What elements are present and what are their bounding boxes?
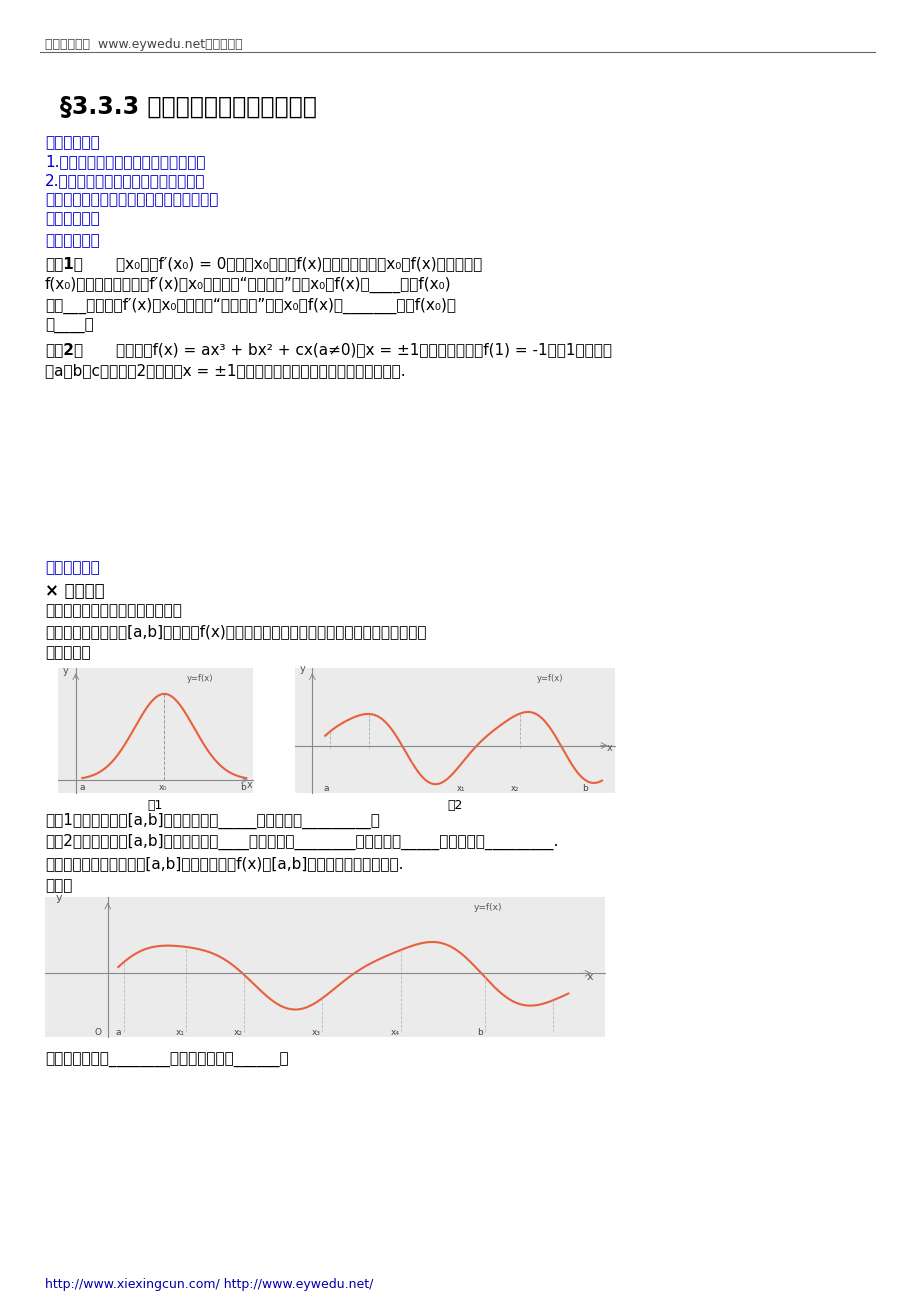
Text: 是极___值；如果f′(x)在x₀两侧满足“左负右正”，则x₀是f(x)的_______点，f(x₀)是: 是极___值；如果f′(x)在x₀两侧满足“左负右正”，则x₀是f(x)的___…	[45, 298, 456, 314]
Text: 复习1：: 复习1：	[45, 256, 83, 271]
Text: 新知：一般地，在闭区间[a,b]上连续的函数f(x)在[a,b]上必有最大値与最小値.: 新知：一般地，在闭区间[a,b]上连续的函数f(x)在[a,b]上必有最大値与最…	[45, 855, 403, 871]
Text: b: b	[476, 1029, 482, 1036]
Text: x₄: x₄	[390, 1029, 399, 1036]
Text: x: x	[586, 971, 593, 982]
Text: x₀: x₀	[159, 783, 167, 792]
Text: 复习2：: 复习2：	[45, 342, 83, 357]
Text: 二、新课导学: 二、新课导学	[45, 560, 99, 575]
Text: §3.3.3 函数的最大（小）值与导数: §3.3.3 函数的最大（小）值与导数	[60, 95, 316, 118]
Text: 在图1中，在闭区间[a,b]上的最大値是_____，最小値是_________；: 在图1中，在闭区间[a,b]上的最大値是_____，最小値是_________；	[45, 812, 380, 829]
Text: O: O	[95, 1029, 102, 1036]
Text: 数学备课大师  www.eywedu.net【全免费】: 数学备课大师 www.eywedu.net【全免费】	[45, 38, 243, 51]
Text: 探究任务一：函数的最大（小）値: 探究任务一：函数的最大（小）値	[45, 603, 182, 618]
Text: 已知函数f(x) = ax³ + bx² + cx(a≠0)在x = ±1时取得极值，且f(1) = -1，（1）试求常: 已知函数f(x) = ax³ + bx² + cx(a≠0)在x = ±1时取得…	[116, 342, 611, 357]
Text: 【重点难点】导数求函数最值的方法和步骤: 【重点难点】导数求函数最值的方法和步骤	[45, 191, 218, 207]
Text: y: y	[55, 893, 62, 902]
Text: 【学习内容】: 【学习内容】	[45, 211, 99, 227]
Text: 若x₀满足f′(x₀) = 0，且在x₀的两侧f(x)的导数异号，则x₀是f(x)的极值点，: 若x₀满足f′(x₀) = 0，且在x₀的两侧f(x)的导数异号，则x₀是f(x…	[116, 256, 482, 271]
Text: 图2: 图2	[447, 799, 462, 812]
Text: y=f(x): y=f(x)	[537, 674, 563, 684]
Text: 问题：观察在闭区间[a,b]上的函数f(x)的图象，你能找出它的极大（小）値吗？最大値，: 问题：观察在闭区间[a,b]上的函数f(x)的图象，你能找出它的极大（小）値吗？…	[45, 624, 426, 639]
Text: 最小値呜？: 最小値呜？	[45, 644, 91, 660]
Text: 数a、b、c的值；（2）试判断x = ±1时函数有极大值还是极小值，并说明理由.: 数a、b、c的值；（2）试判断x = ±1时函数有极大值还是极小值，并说明理由.	[45, 363, 405, 378]
Text: 一、课前准备: 一、课前准备	[45, 233, 99, 247]
Text: x₂: x₂	[511, 784, 519, 793]
Text: x: x	[246, 780, 252, 790]
Text: 1.理解函数的最大值和最小值的概念；: 1.理解函数的最大值和最小值的概念；	[45, 154, 205, 169]
Text: 2.掌据用导数求函数最值的方法和步骤: 2.掌据用导数求函数最值的方法和步骤	[45, 173, 205, 187]
Text: 极____值: 极____值	[45, 319, 94, 335]
Text: x: x	[606, 743, 611, 753]
Text: 试试：: 试试：	[45, 878, 73, 893]
Text: a: a	[79, 783, 85, 792]
Text: 图1: 图1	[148, 799, 163, 812]
Text: a: a	[323, 784, 328, 793]
Text: f(x₀)是极值，并且如果f′(x)在x₀两侧满足“左正右负”，则x₀是f(x)的____点，f(x₀): f(x₀)是极值，并且如果f′(x)在x₀两侧满足“左正右负”，则x₀是f(x)…	[45, 277, 451, 293]
Text: http://www.xiexingcun.com/ http://www.eywedu.net/: http://www.xiexingcun.com/ http://www.ey…	[45, 1279, 373, 1292]
Text: × 学习探究: × 学习探究	[45, 582, 105, 600]
Text: x₁: x₁	[176, 1029, 185, 1036]
Text: x₃: x₃	[312, 1029, 321, 1036]
Text: 【学习目标】: 【学习目标】	[45, 135, 99, 150]
Text: y: y	[299, 664, 305, 674]
Text: 上图的极大値点________，为极小値点为______；: 上图的极大値点________，为极小値点为______；	[45, 1053, 289, 1068]
Text: 在图2中，在闭区间[a,b]上的极大値是____，极小値是________；最大値是_____，最小値是_________.: 在图2中，在闭区间[a,b]上的极大値是____，极小値是________；最大…	[45, 835, 558, 850]
Text: y=f(x): y=f(x)	[473, 902, 502, 911]
Text: x₁: x₁	[457, 784, 465, 793]
Text: a: a	[116, 1029, 121, 1036]
Text: y=f(x): y=f(x)	[187, 674, 213, 684]
Text: b: b	[582, 784, 587, 793]
Text: b: b	[241, 783, 246, 792]
Text: x₂: x₂	[233, 1029, 242, 1036]
Text: y: y	[62, 667, 68, 677]
